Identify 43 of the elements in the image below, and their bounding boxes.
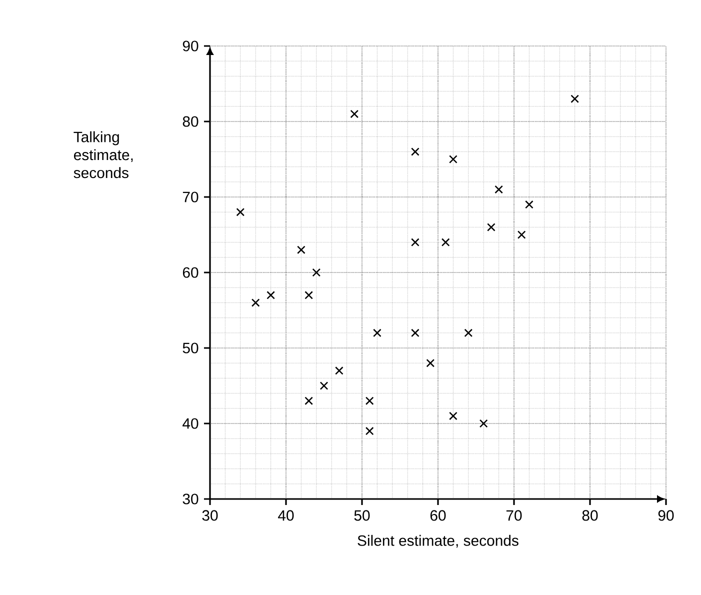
point xyxy=(449,155,458,164)
y-tick-label: 30 xyxy=(182,494,198,504)
point xyxy=(411,238,420,246)
point xyxy=(479,419,488,428)
x-tick-label: 50 xyxy=(354,510,370,521)
point xyxy=(426,358,435,368)
y-tick-label: 80 xyxy=(182,116,198,127)
point xyxy=(373,328,382,338)
y-tick-label: 90 xyxy=(182,40,198,52)
point xyxy=(236,208,245,216)
point xyxy=(297,246,306,254)
point xyxy=(487,223,496,232)
point xyxy=(304,396,313,406)
x-tick-label: 90 xyxy=(658,510,674,521)
point xyxy=(517,230,526,239)
point xyxy=(365,426,374,436)
point xyxy=(266,290,275,300)
point xyxy=(494,185,503,194)
point xyxy=(304,290,313,300)
point xyxy=(525,200,534,209)
point xyxy=(335,366,344,375)
point xyxy=(312,268,321,277)
point xyxy=(441,238,450,246)
point xyxy=(464,328,473,338)
y-tick-label: 40 xyxy=(182,418,198,429)
point xyxy=(449,412,458,420)
x-tick-label: 80 xyxy=(582,510,598,521)
x-axis-title: Silent estimate, seconds xyxy=(358,534,518,548)
x-tick-label: 40 xyxy=(278,510,294,521)
point xyxy=(411,148,420,156)
point xyxy=(350,110,359,118)
x-tick-label: 30 xyxy=(202,510,218,521)
point xyxy=(320,382,328,390)
y-tick-label: 60 xyxy=(182,267,198,278)
point xyxy=(411,328,420,338)
x-tick-label: 70 xyxy=(506,510,522,521)
point xyxy=(365,396,374,406)
y-axis-title: Talking estimate, seconds xyxy=(74,131,133,178)
y-tick-label: 70 xyxy=(182,192,198,202)
x-tick-label: 60 xyxy=(430,510,446,521)
y-tick-label: 50 xyxy=(182,342,198,354)
point xyxy=(251,298,260,307)
point xyxy=(570,94,579,104)
